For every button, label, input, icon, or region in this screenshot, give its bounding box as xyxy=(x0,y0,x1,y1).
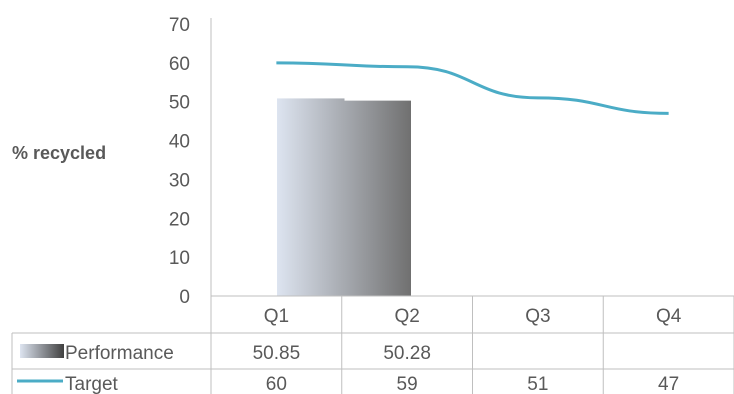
x-tick-label: Q2 xyxy=(394,306,419,327)
y-tick-label: 30 xyxy=(169,170,190,191)
legend-label-target: Target xyxy=(65,374,119,394)
target-line xyxy=(276,61,669,115)
performance-value-q1: 50.85 xyxy=(253,343,301,364)
y-tick-label: 60 xyxy=(169,54,190,75)
y-axis-label: % recycled xyxy=(12,143,106,163)
y-tick-label: 40 xyxy=(169,132,190,153)
x-tick-label: Q4 xyxy=(656,306,682,327)
legend-swatch-performance xyxy=(20,344,64,358)
y-tick-label: 0 xyxy=(179,287,190,308)
y-tick-label: 50 xyxy=(169,93,190,114)
y-tick-label: 10 xyxy=(169,248,190,269)
y-tick-label: 20 xyxy=(169,209,190,230)
target-value-q4: 47 xyxy=(658,374,679,394)
x-tick-label: Q3 xyxy=(525,306,550,327)
x-tick-label: Q1 xyxy=(264,306,289,327)
bar-q1 xyxy=(277,98,345,296)
legend-label-performance: Performance xyxy=(65,343,174,364)
target-value-q2: 59 xyxy=(397,374,418,394)
target-value-q3: 51 xyxy=(527,374,548,394)
performance-value-q2: 50.28 xyxy=(383,343,431,364)
target-value-q1: 60 xyxy=(266,374,287,394)
bar-q2 xyxy=(344,100,411,297)
y-tick-label: 70 xyxy=(169,15,190,36)
